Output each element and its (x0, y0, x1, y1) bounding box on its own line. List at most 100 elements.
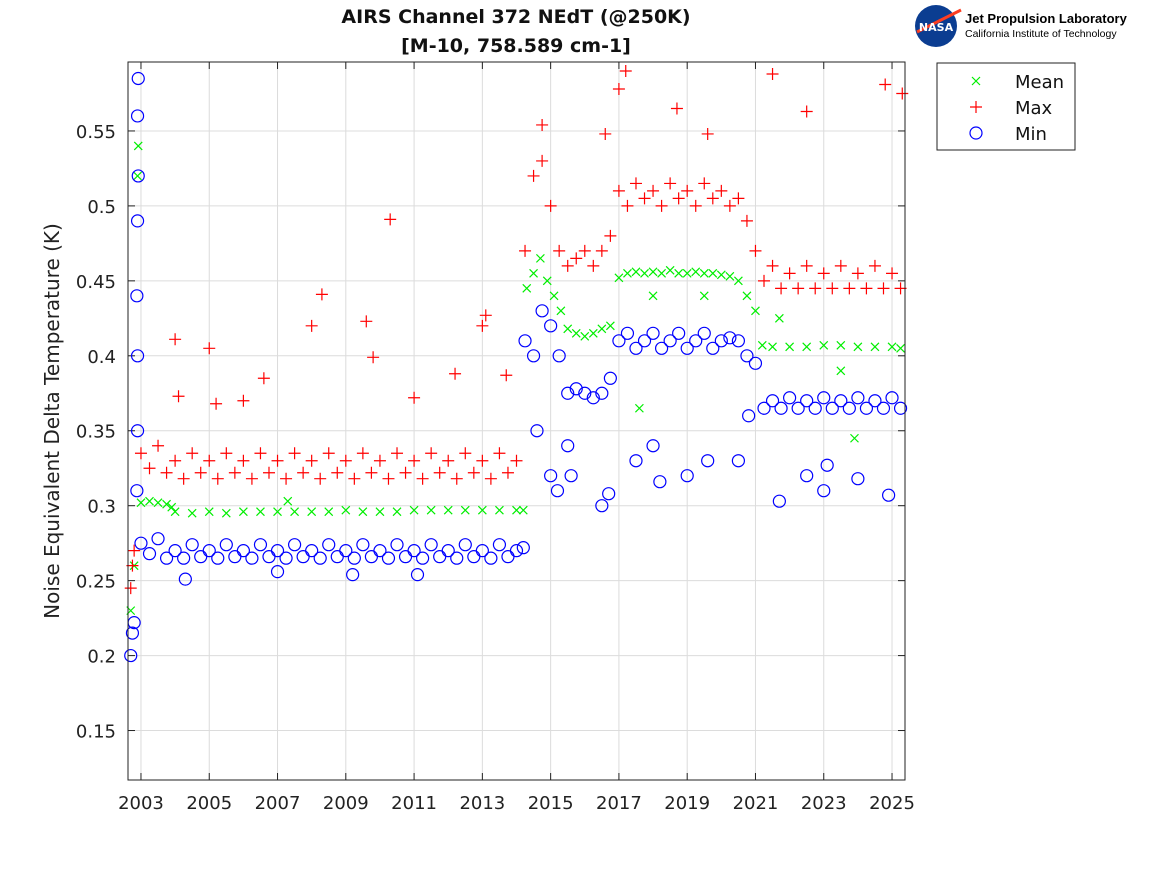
point-mean (757, 340, 767, 350)
point-max (723, 199, 736, 212)
point-mean (136, 498, 146, 508)
point-mean (133, 171, 142, 181)
point-min (774, 401, 788, 415)
point-max (467, 466, 480, 479)
point-max (356, 447, 369, 460)
point-min (296, 550, 310, 564)
point-min (410, 568, 425, 582)
x-tick-label: 2013 (459, 793, 505, 814)
point-mean (529, 268, 538, 278)
y-axis-label: Noise Equivalent Delta Temperature (K) (40, 223, 64, 619)
y-tick-label: 0.55 (76, 122, 116, 143)
point-mean (708, 268, 718, 278)
point-min (253, 538, 268, 552)
point-min (791, 401, 805, 415)
chart-title-line2: [M-10, 758.589 cm-1] (401, 35, 631, 57)
point-max (715, 184, 728, 197)
point-min (731, 454, 746, 468)
point-max (425, 447, 438, 460)
x-tick-label: 2005 (186, 793, 232, 814)
point-min (130, 484, 144, 498)
point-min (516, 541, 530, 555)
point-max (442, 454, 455, 467)
point-min (578, 386, 592, 400)
point-min (185, 538, 199, 552)
point-mean (535, 253, 545, 263)
point-min (765, 394, 780, 408)
point-min (475, 544, 489, 558)
point-max (886, 267, 899, 280)
point-mean (549, 291, 559, 301)
point-min (526, 349, 541, 363)
point-min (131, 71, 145, 86)
point-min (882, 488, 896, 502)
legend-label-mean: Mean (1015, 72, 1064, 93)
point-max (670, 102, 683, 115)
point-max (860, 282, 873, 295)
point-mean (167, 502, 177, 512)
point-max (527, 169, 540, 182)
point-min (262, 550, 276, 564)
point-max (228, 466, 241, 479)
point-max (519, 244, 532, 257)
point-min (168, 544, 182, 558)
point-max (143, 462, 156, 475)
point-max (280, 472, 293, 485)
point-max (169, 333, 182, 346)
point-max (758, 274, 771, 287)
point-min (279, 551, 293, 565)
x-tick-label: 2025 (869, 793, 915, 814)
point-max (553, 244, 566, 257)
point-min (646, 439, 660, 453)
x-tick-label: 2007 (255, 793, 301, 814)
point-max (672, 192, 685, 205)
point-max (732, 192, 745, 205)
point-max (305, 319, 318, 332)
point-max (210, 397, 223, 410)
point-max (629, 177, 642, 190)
point-min (202, 544, 216, 558)
point-max (254, 447, 267, 460)
point-min (407, 544, 421, 558)
point-min (561, 439, 575, 453)
point-max (169, 454, 182, 467)
point-mean (495, 505, 504, 515)
point-mean (238, 507, 248, 517)
point-max (612, 184, 625, 197)
x-tick-label: 2021 (733, 793, 779, 814)
point-max (612, 82, 625, 95)
point-mean (477, 505, 487, 515)
x-tick-label: 2011 (391, 793, 437, 814)
point-min (876, 401, 891, 415)
point-min (390, 538, 404, 552)
point-max (416, 472, 429, 485)
point-min (885, 391, 899, 405)
point-min (653, 475, 667, 489)
point-mean (460, 505, 470, 515)
point-max (536, 154, 549, 167)
point-min (783, 391, 797, 405)
point-min (228, 550, 242, 564)
point-max (128, 544, 141, 557)
point-min (458, 538, 472, 552)
point-max (408, 454, 421, 467)
point-mean (774, 313, 784, 323)
point-min (484, 551, 498, 565)
point-max (172, 390, 185, 403)
point-max (689, 199, 702, 212)
point-max (271, 454, 284, 467)
point-max (315, 288, 328, 301)
point-mean (290, 507, 300, 517)
point-min (603, 371, 617, 385)
point-max (681, 184, 694, 197)
point-mean (742, 291, 752, 301)
point-min (346, 568, 360, 582)
point-max (749, 244, 762, 257)
point-min (552, 349, 566, 363)
point-min (731, 334, 746, 348)
point-min (851, 391, 865, 405)
point-max (587, 259, 600, 272)
point-max (160, 466, 173, 479)
point-max (220, 447, 233, 460)
